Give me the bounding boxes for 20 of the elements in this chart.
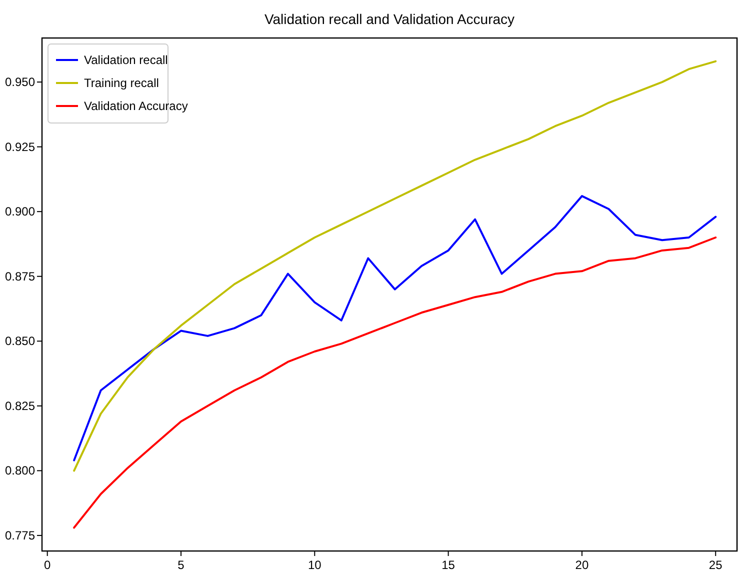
y-tick-label: 0.900 (4, 204, 36, 219)
y-tick-label: 0.925 (4, 140, 36, 154)
legend-label: Validation recall (84, 53, 168, 67)
x-tick-label: 5 (178, 558, 185, 572)
chart-title: Validation recall and Validation Accuracy (264, 11, 515, 27)
x-tick-label: 0 (44, 558, 51, 572)
y-tick-label: 0.800 (4, 464, 36, 478)
y-tick-label: 0.775 (4, 528, 36, 542)
x-tick-label: 25 (708, 558, 723, 572)
legend-label: Validation Accuracy (84, 99, 188, 113)
y-tick-label: 0.825 (4, 398, 36, 413)
legend-label: Training recall (84, 76, 159, 90)
y-tick-label: 0.875 (4, 269, 36, 284)
y-tick-label: 0.950 (4, 75, 36, 90)
x-tick-label: 15 (442, 558, 456, 572)
x-tick-label: 10 (308, 558, 322, 572)
line-series (73, 236, 717, 529)
line-series (73, 195, 717, 462)
y-tick-label: 0.850 (4, 334, 36, 348)
x-tick-label: 20 (575, 558, 589, 572)
